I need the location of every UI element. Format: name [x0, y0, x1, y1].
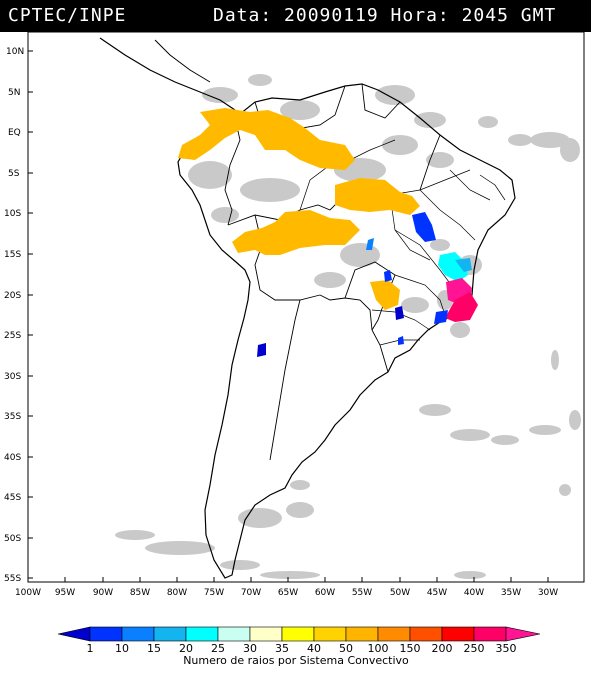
- lat-label: 15S: [4, 250, 21, 260]
- legend-swatch: [313, 626, 347, 642]
- cloud-cover: [115, 74, 581, 579]
- legend-value: 100: [368, 642, 389, 655]
- lon-label: 90W: [93, 588, 113, 598]
- map-panel: 10N 5N EQ 5S 10S 15S 20S 25S 30S 35S 40S…: [0, 31, 600, 670]
- lat-label: 10N: [6, 47, 24, 57]
- legend-swatch: [441, 626, 475, 642]
- lat-label: 5N: [8, 88, 20, 98]
- legend-value: 25: [211, 642, 225, 655]
- color-legend: [57, 626, 541, 642]
- continent-outline: [177, 83, 516, 579]
- legend-values: 1 10 15 20 25 30 35 40 50 100 150 200 25…: [87, 642, 517, 655]
- legend-arrow-left: [57, 626, 91, 642]
- legend-value: 30: [243, 642, 257, 655]
- legend-swatch: [377, 626, 411, 642]
- datetime-label: Data: 20090119 Hora: 2045 GMT: [213, 5, 557, 26]
- lat-label: EQ: [8, 128, 21, 138]
- legend-value: 250: [464, 642, 485, 655]
- lon-label: 75W: [204, 588, 224, 598]
- lon-label: 80W: [167, 588, 187, 598]
- agency-label: CPTEC/INPE: [8, 5, 127, 26]
- lat-label: 40S: [4, 453, 21, 463]
- lightning-map: 10N 5N EQ 5S 10S 15S 20S 25S 30S 35S 40S…: [4, 31, 585, 667]
- legend-swatch: [409, 626, 443, 642]
- legend-value: 15: [147, 642, 161, 655]
- lon-label: 60W: [315, 588, 335, 598]
- lat-label: 25S: [4, 331, 21, 341]
- lat-label: 55S: [4, 574, 21, 584]
- lat-label: 30S: [4, 372, 21, 382]
- central-america-coast: [99, 37, 236, 111]
- legend-value: 200: [432, 642, 453, 655]
- lon-label: 100W: [15, 588, 41, 598]
- legend-swatch: [473, 626, 507, 642]
- legend-caption: Numero de raios por Sistema Convectivo: [183, 654, 409, 667]
- caribbean-coast: [154, 39, 211, 83]
- lat-label: 35S: [4, 412, 21, 422]
- lat-label: 10S: [4, 209, 21, 219]
- legend-value: 350: [496, 642, 517, 655]
- lon-label: 70W: [241, 588, 261, 598]
- legend-swatch: [281, 626, 315, 642]
- lat-axis: 10N 5N EQ 5S 10S 15S 20S 25S 30S 35S 40S…: [4, 47, 33, 584]
- legend-value: 1: [87, 642, 94, 655]
- lon-label: 55W: [352, 588, 372, 598]
- legend-value: 35: [275, 642, 289, 655]
- legend-value: 40: [307, 642, 321, 655]
- convective-systems-orange: [178, 108, 420, 310]
- legend-swatch: [185, 626, 219, 642]
- legend-swatch: [153, 626, 187, 642]
- lon-label: 95W: [55, 588, 75, 598]
- title-bar: CPTEC/INPE Data: 20090119 Hora: 2045 GMT: [0, 0, 591, 32]
- legend-swatch: [217, 626, 251, 642]
- lon-label: 85W: [130, 588, 150, 598]
- lat-label: 50S: [4, 534, 21, 544]
- lon-label: 30W: [538, 588, 558, 598]
- lat-label: 5S: [8, 169, 20, 179]
- legend-value: 150: [400, 642, 421, 655]
- legend-swatch: [121, 626, 155, 642]
- lon-label: 45W: [427, 588, 447, 598]
- lat-label: 20S: [4, 291, 21, 301]
- legend-value: 20: [179, 642, 193, 655]
- legend-swatch: [249, 626, 283, 642]
- lon-label: 40W: [464, 588, 484, 598]
- lon-axis: 100W 95W 90W 85W 80W 75W 70W 65W 60W 55W…: [15, 577, 558, 598]
- lon-label: 35W: [501, 588, 521, 598]
- legend-swatch: [89, 626, 123, 642]
- lon-label: 65W: [278, 588, 298, 598]
- legend-arrow-right: [505, 626, 541, 642]
- convective-systems-intense: [257, 212, 478, 357]
- legend-value: 10: [115, 642, 129, 655]
- lon-label: 50W: [390, 588, 410, 598]
- legend-swatch: [345, 626, 379, 642]
- legend-value: 50: [339, 642, 353, 655]
- lat-label: 45S: [4, 493, 21, 503]
